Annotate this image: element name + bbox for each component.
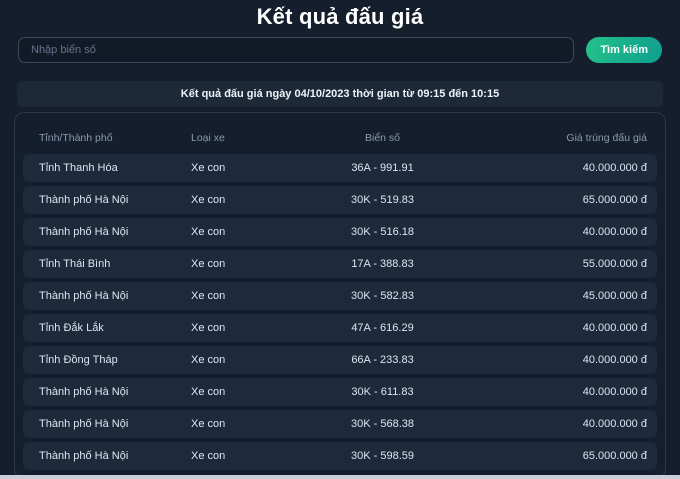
table-row: Thành phố Hà Nội Xe con 30K - 519.83 65.…: [23, 186, 657, 214]
table-row: Thành phố Hà Nội Xe con 30K - 598.59 65.…: [23, 442, 657, 470]
cell-vehicle-type: Xe con: [191, 322, 226, 334]
cell-plate-number: 30K - 598.59: [351, 450, 415, 462]
table-row: Thành phố Hà Nội Xe con 30K - 611.83 40.…: [23, 378, 657, 406]
cell-vehicle-type: Xe con: [191, 386, 226, 398]
cell-vehicle-type: Xe con: [191, 450, 226, 462]
cell-winning-price: 65.000.000 đ: [582, 194, 647, 206]
cell-winning-price: 55.000.000 đ: [582, 258, 647, 270]
cell-province: Thành phố Hà Nội: [39, 226, 129, 238]
bottom-edge-strip: [0, 475, 680, 479]
cell-plate-number: 30K - 582.83: [351, 290, 415, 302]
page-title: Kết quả đấu giá: [256, 4, 424, 29]
cell-province: Thành phố Hà Nội: [39, 194, 129, 206]
cell-winning-price: 65.000.000 đ: [582, 450, 647, 462]
cell-province: Thành phố Hà Nội: [39, 418, 129, 430]
table-row: Tỉnh Đồng Tháp Xe con 66A - 233.83 40.00…: [23, 346, 657, 374]
column-header-plate-number: Biển số: [365, 131, 401, 144]
cell-province: Thành phố Hà Nội: [39, 386, 129, 398]
cell-winning-price: 40.000.000 đ: [582, 386, 647, 398]
cell-vehicle-type: Xe con: [191, 418, 226, 430]
cell-winning-price: 40.000.000 đ: [582, 418, 647, 430]
plate-search-input[interactable]: [18, 37, 575, 63]
column-header-winning-price: Giá trúng đấu giá: [566, 131, 647, 144]
cell-plate-number: 30K - 611.83: [351, 386, 414, 398]
table-row: Thành phố Hà Nội Xe con 30K - 582.83 45.…: [23, 282, 657, 310]
table-row: Tỉnh Thanh Hóa Xe con 36A - 991.91 40.00…: [23, 154, 657, 182]
cell-province: Tỉnh Thanh Hóa: [39, 162, 118, 174]
cell-province: Tỉnh Thái Bình: [39, 258, 111, 270]
cell-vehicle-type: Xe con: [191, 162, 226, 174]
search-bar: Tìm kiếm: [14, 37, 666, 63]
cell-plate-number: 36A - 991.91: [351, 162, 414, 174]
cell-winning-price: 40.000.000 đ: [582, 162, 647, 174]
cell-winning-price: 45.000.000 đ: [582, 290, 647, 302]
cell-vehicle-type: Xe con: [191, 226, 226, 238]
cell-plate-number: 30K - 568.38: [351, 418, 415, 430]
cell-winning-price: 40.000.000 đ: [582, 322, 647, 334]
column-header-province: Tỉnh/Thành phố: [39, 131, 113, 144]
search-button[interactable]: Tìm kiếm: [586, 37, 662, 63]
table-row: Thành phố Hà Nội Xe con 30K - 516.18 40.…: [23, 218, 657, 246]
cell-province: Thành phố Hà Nội: [39, 290, 129, 302]
cell-winning-price: 40.000.000 đ: [582, 354, 647, 366]
auction-session-banner: Kết quả đấu giá ngày 04/10/2023 thời gia…: [17, 81, 663, 107]
cell-winning-price: 40.000.000 đ: [582, 226, 647, 238]
cell-vehicle-type: Xe con: [191, 290, 226, 302]
cell-province: Tỉnh Đồng Tháp: [39, 354, 118, 366]
table-row: Tỉnh Thái Bình Xe con 17A - 388.83 55.00…: [23, 250, 657, 278]
cell-vehicle-type: Xe con: [191, 354, 226, 366]
cell-vehicle-type: Xe con: [191, 194, 226, 206]
cell-plate-number: 30K - 516.18: [351, 226, 415, 238]
cell-province: Thành phố Hà Nội: [39, 450, 129, 462]
table-row: Thành phố Hà Nội Xe con 30K - 568.38 40.…: [23, 410, 657, 438]
cell-vehicle-type: Xe con: [191, 258, 226, 270]
cell-plate-number: 66A - 233.83: [351, 354, 414, 366]
column-header-vehicle-type: Loại xe: [191, 131, 225, 144]
results-table: Tỉnh/Thành phố Loại xe Biển số Giá trúng…: [14, 112, 666, 479]
table-header: Tỉnh/Thành phố Loại xe Biển số Giá trúng…: [23, 121, 657, 154]
cell-plate-number: 47A - 616.29: [351, 322, 414, 334]
cell-plate-number: 17A - 388.83: [351, 258, 414, 270]
cell-province: Tỉnh Đắk Lắk: [39, 322, 104, 334]
table-row: Tỉnh Đắk Lắk Xe con 47A - 616.29 40.000.…: [23, 314, 657, 342]
cell-plate-number: 30K - 519.83: [351, 194, 415, 206]
